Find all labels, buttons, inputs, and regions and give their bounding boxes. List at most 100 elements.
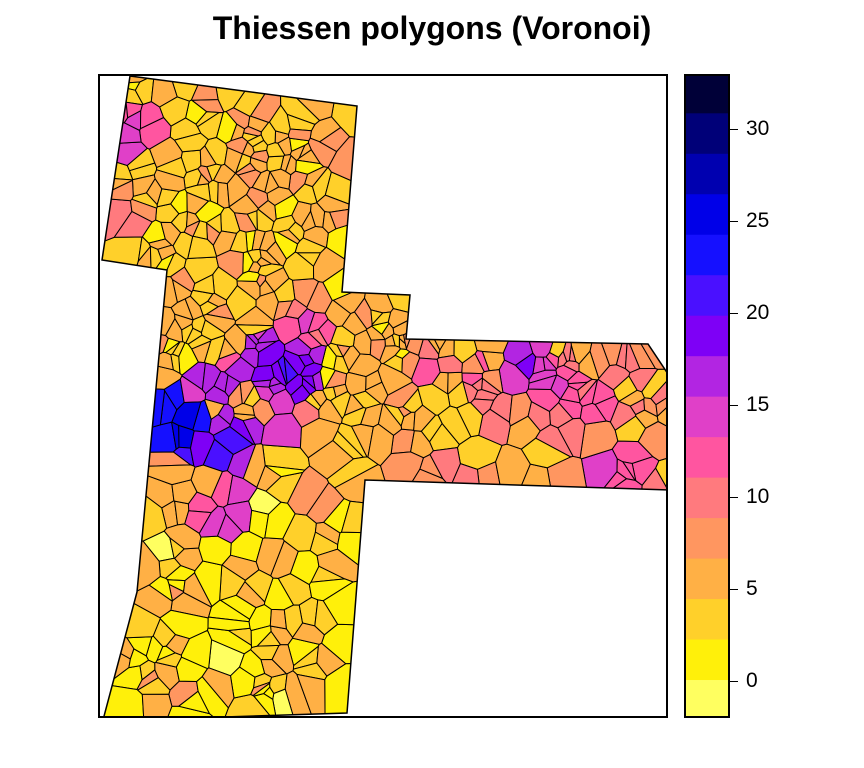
voronoi-map <box>101 76 666 716</box>
voronoi-cell <box>257 339 286 368</box>
voronoi-cell <box>474 350 490 373</box>
voronoi-cell <box>316 642 347 677</box>
voronoi-cell <box>299 417 341 459</box>
voronoi-cell <box>129 198 158 223</box>
voronoi-cell <box>324 662 421 716</box>
voronoi-cell <box>264 465 306 478</box>
legend-tick-label: 10 <box>746 485 770 509</box>
voronoi-cell <box>456 402 484 438</box>
voronoi-cell <box>252 682 271 697</box>
voronoi-cell <box>273 300 294 322</box>
legend-tick-label: 20 <box>746 301 770 325</box>
voronoi-cell <box>329 390 352 420</box>
voronoi-cell <box>256 630 282 647</box>
legend-tick-mark <box>730 497 738 499</box>
voronoi-cell <box>238 649 266 678</box>
voronoi-cell <box>153 169 186 192</box>
voronoi-cell <box>656 352 666 448</box>
voronoi-cell <box>141 693 173 716</box>
voronoi-cell <box>232 402 256 416</box>
voronoi-cell <box>156 156 187 179</box>
voronoi-cell <box>252 139 269 153</box>
voronoi-cell <box>322 386 337 402</box>
legend-bin-9 <box>686 315 728 357</box>
voronoi-cell <box>245 186 269 209</box>
voronoi-cell <box>159 96 190 127</box>
legend-colorbar <box>686 76 728 716</box>
voronoi-cell <box>621 461 637 482</box>
voronoi-cell <box>201 362 222 395</box>
voronoi-cell <box>655 377 666 418</box>
voronoi-cell <box>329 207 392 230</box>
legend-tick-mark <box>730 681 738 683</box>
voronoi-cell <box>169 536 185 559</box>
legend-bin-4 <box>686 517 728 559</box>
voronoi-cell <box>584 478 643 566</box>
voronoi-cell <box>170 298 194 321</box>
voronoi-cell <box>290 384 311 406</box>
voronoi-cell <box>269 608 288 630</box>
voronoi-cell <box>255 291 279 322</box>
voronoi-cell <box>520 437 572 469</box>
voronoi-cell <box>105 665 143 691</box>
voronoi-cell <box>436 354 463 374</box>
voronoi-cell <box>171 401 202 431</box>
voronoi-cell <box>246 248 262 263</box>
voronoi-cell <box>198 505 227 538</box>
voronoi-cell <box>559 385 581 404</box>
voronoi-cell <box>650 361 666 406</box>
voronoi-cell <box>185 327 203 345</box>
voronoi-cell <box>108 81 141 91</box>
legend-bin-6 <box>686 436 728 478</box>
voronoi-cell <box>164 317 184 343</box>
voronoi-cell <box>330 76 435 144</box>
voronoi-cell <box>429 447 461 489</box>
legend-tick-label: 25 <box>746 209 770 233</box>
voronoi-cell <box>199 300 220 317</box>
legend-tick-label: 0 <box>746 669 758 693</box>
voronoi-cell <box>201 667 235 709</box>
legend-tick-label: 15 <box>746 393 770 417</box>
legend-bin-0 <box>686 679 728 716</box>
legend-bin-3 <box>686 558 728 600</box>
voronoi-cell <box>340 500 412 535</box>
map-panel <box>98 74 668 718</box>
voronoi-cell <box>276 229 301 245</box>
voronoi-cell <box>136 677 171 695</box>
voronoi-cell <box>196 173 210 186</box>
voronoi-cell <box>283 604 304 639</box>
voronoi-cell <box>242 443 266 489</box>
voronoi-cell <box>222 500 253 533</box>
voronoi-cell <box>266 142 286 158</box>
voronoi-cell <box>128 648 150 669</box>
voronoi-cell <box>239 347 260 369</box>
voronoi-cell <box>251 379 272 388</box>
voronoi-cell <box>102 451 192 468</box>
chart-title: Thiessen polygons (Voronoi) <box>212 10 652 46</box>
voronoi-cell <box>527 400 551 432</box>
legend-tick-mark <box>730 129 738 131</box>
voronoi-cell <box>591 379 616 406</box>
voronoi-cell <box>198 535 232 566</box>
region-outline <box>101 76 666 716</box>
legend-bin-1 <box>686 639 728 681</box>
voronoi-cell <box>102 421 177 454</box>
voronoi-cell <box>532 356 546 375</box>
legend-tick-mark <box>730 221 738 223</box>
voronoi-cell <box>287 128 312 142</box>
voronoi-cell <box>196 111 224 141</box>
voronoi-cell <box>242 125 262 137</box>
voronoi-cell <box>215 249 244 281</box>
voronoi-cell <box>170 353 181 375</box>
voronoi-cell <box>268 104 291 135</box>
voronoi-cell <box>102 236 143 324</box>
voronoi-cell <box>375 218 484 317</box>
voronoi-cell <box>265 240 287 267</box>
voronoi-cell <box>125 101 144 119</box>
voronoi-cell <box>224 146 244 174</box>
legend-tick-mark <box>730 589 738 591</box>
voronoi-cell <box>256 208 275 233</box>
legend-bin-2 <box>686 598 728 640</box>
color-legend <box>684 74 730 718</box>
voronoi-cell <box>212 426 254 455</box>
